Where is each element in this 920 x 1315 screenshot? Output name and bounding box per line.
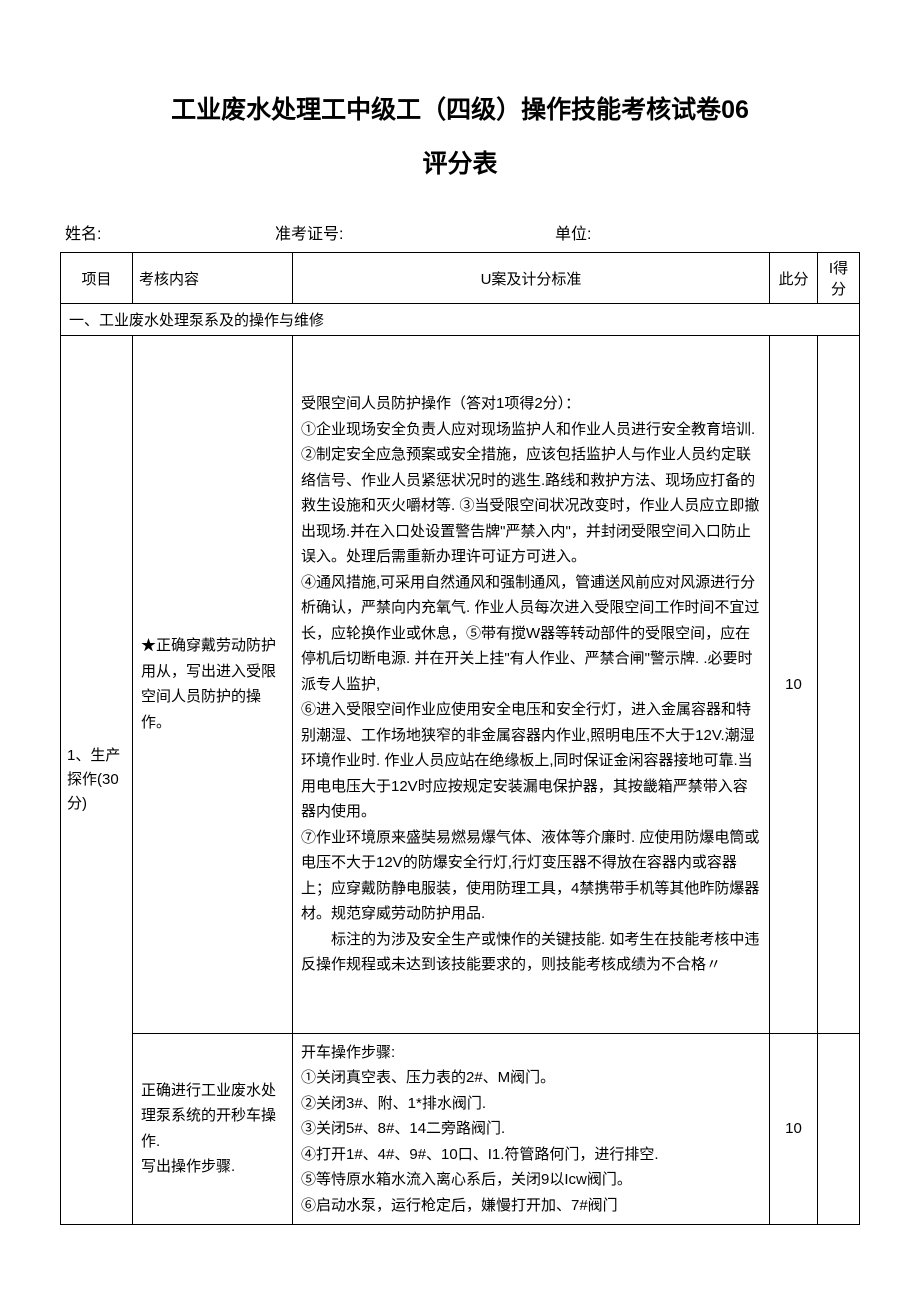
- unit-label: 单位:: [555, 220, 855, 244]
- header-content: 考核内容: [133, 253, 293, 304]
- section-title: 一、工业废水处理泵系及的操作与维修: [61, 304, 860, 336]
- score-table: 项目 考核内容 U案及计分标准 此分 I得分 一、工业废水处理泵系及的操作与维修…: [60, 252, 860, 1225]
- name-label: 姓名:: [65, 220, 275, 244]
- header-score-allocated: 此分: [770, 253, 818, 304]
- actual-score-cell: [818, 336, 860, 1034]
- table-row: 1、生产探作(30分) ★正确穿戴劳动防护用从，写出进入受限空间人员防护的操作。…: [61, 336, 860, 1034]
- criteria-item: ①关闭真空表、压力表的2#、M阀门。: [301, 1065, 761, 1091]
- project-cell: 1、生产探作(30分): [61, 336, 133, 1225]
- header-criteria: U案及计分标准: [293, 253, 770, 304]
- criteria-item: ①企业现场安全负责人应对现场监护人和作业人员进行安全教育培训.: [301, 417, 761, 443]
- criteria-item: ②关闭3#、附、1*排水阀门.: [301, 1091, 761, 1117]
- header-row: 项目 考核内容 U案及计分标准 此分 I得分: [61, 253, 860, 304]
- score-cell: 10: [770, 1033, 818, 1225]
- content-cell: 正确进行工业废水处理泵系统的开秒车操作. 写出操作步骤.: [133, 1033, 293, 1225]
- actual-score-cell: [818, 1033, 860, 1225]
- id-label: 准考证号:: [275, 220, 555, 244]
- criteria-intro: 开车操作步骤:: [301, 1040, 761, 1066]
- info-row: 姓名: 准考证号: 单位:: [60, 220, 860, 244]
- criteria-item: ②制定安全应急预案或安全措施，应该包括监护人与作业人员约定联络信号、作业人员紧惩…: [301, 442, 761, 570]
- criteria-item: ⑥进入受限空间作业应使用安全电压和安全行灯，进入金属容器和特别潮湿、工作场地狭窄…: [301, 697, 761, 825]
- criteria-item: ④打开1#、4#、9#、10口、I1.符管路何门，进行排空.: [301, 1142, 761, 1168]
- header-score-actual: I得分: [818, 253, 860, 304]
- content-line: 正确进行工业废水处理泵系统的开秒车操作.: [141, 1078, 284, 1155]
- main-title: 工业废水处理工中级工（四级）操作技能考核试卷06: [60, 90, 860, 126]
- criteria-cell: 受限空间人员防护操作（答对1项得2分）： ①企业现场安全负责人应对现场监护人和作…: [293, 336, 770, 1034]
- criteria-item: ⑤等恃原水箱水流入离心系后，关闭9以Icw阀门。: [301, 1167, 761, 1193]
- criteria-cell: 开车操作步骤: ①关闭真空表、压力表的2#、M阀门。 ②关闭3#、附、1*排水阀…: [293, 1033, 770, 1225]
- criteria-intro: 受限空间人员防护操作（答对1项得2分）：: [301, 391, 761, 417]
- table-row: 正确进行工业废水处理泵系统的开秒车操作. 写出操作步骤. 开车操作步骤: ①关闭…: [61, 1033, 860, 1225]
- criteria-item: ⑥启动水泵，运行枪定后，嫌慢打开加、7#阀门: [301, 1193, 761, 1219]
- criteria-item: ③关闭5#、8#、14二旁路阀门.: [301, 1116, 761, 1142]
- content-line: 写出操作步骤.: [141, 1154, 284, 1180]
- sub-title: 评分表: [60, 144, 860, 180]
- criteria-item: ④通风措施,可采用自然通风和强制通风，管逋送风前应对风源进行分析确认，严禁向内充…: [301, 570, 761, 698]
- criteria-item: ⑦作业环境原来盛奘易燃易爆气体、液体等介廉时. 应使用防爆电筒或电压不大于12V…: [301, 825, 761, 927]
- content-cell: ★正确穿戴劳动防护用从，写出进入受限空间人员防护的操作。: [133, 336, 293, 1034]
- criteria-note: 标注的为涉及安全生产或悚作的关键技能. 如考生在技能考核中违反操作规程或未达到该…: [301, 927, 761, 978]
- section-row: 一、工业废水处理泵系及的操作与维修: [61, 304, 860, 336]
- header-project: 项目: [61, 253, 133, 304]
- score-cell: 10: [770, 336, 818, 1034]
